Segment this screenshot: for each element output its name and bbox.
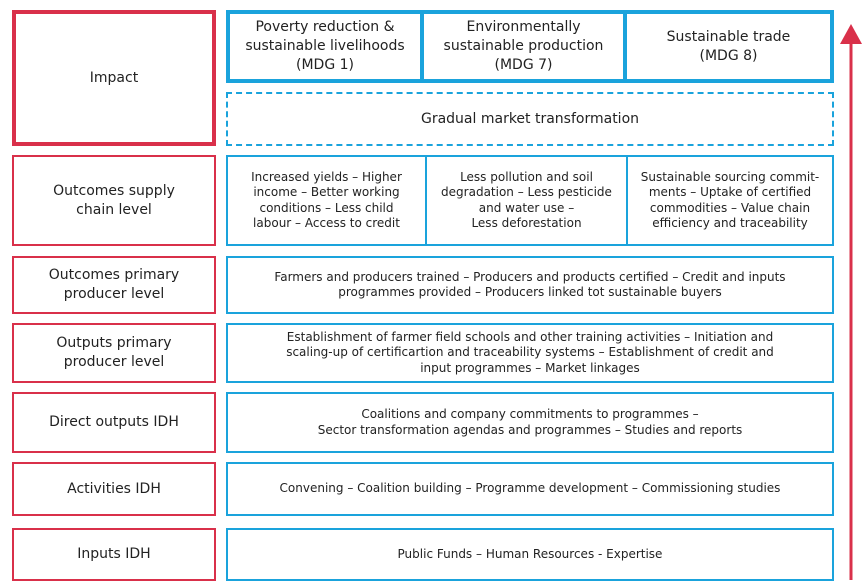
text-line: sustainable production bbox=[443, 38, 604, 54]
text-line: producer level bbox=[63, 286, 165, 302]
level-cell: Establishment of farmer field schools an… bbox=[226, 323, 834, 383]
transformation-box: Gradual market transformation bbox=[226, 92, 834, 146]
level-cell: Farmers and producers trained – Producer… bbox=[226, 256, 834, 314]
text-line: Environmentally bbox=[466, 19, 581, 35]
text-line: Outputs primary bbox=[56, 335, 172, 351]
text-line: Outcomes primary bbox=[48, 267, 180, 283]
text-line: Poverty reduction & bbox=[255, 19, 395, 35]
text-line: Gradual market transformation bbox=[420, 111, 640, 127]
text-line: (MDG 1) bbox=[296, 57, 354, 73]
level-cell: Convening – Coalition building – Program… bbox=[226, 462, 834, 516]
level-label: Activities IDH bbox=[12, 462, 216, 516]
text-line: Public Funds – Human Resources - Experti… bbox=[397, 546, 663, 561]
level-cell: Public Funds – Human Resources - Experti… bbox=[226, 528, 834, 581]
text-line: Outcomes supply bbox=[53, 182, 175, 199]
level-label: Outputs primary producer level bbox=[12, 323, 216, 383]
text-line: income – Better working bbox=[253, 185, 400, 199]
text-line: Establishment of farmer field schools an… bbox=[286, 329, 774, 344]
goal-box: Sustainable trade (MDG 8) bbox=[623, 10, 834, 83]
text-line: sustainable livelihoods bbox=[245, 38, 405, 54]
text-line: producer level bbox=[63, 354, 165, 370]
text-line: labour – Access to credit bbox=[253, 216, 400, 230]
text-line: Sustainable trade bbox=[666, 28, 791, 45]
text-line: Less deforestation bbox=[471, 216, 582, 230]
level-cell: Increased yields – Higher income – Better… bbox=[226, 155, 427, 246]
impact-label: Impact bbox=[12, 10, 216, 146]
goal-box: Environmentally sustainable production (MD… bbox=[420, 10, 627, 83]
text-line: Increased yields – Higher bbox=[251, 169, 402, 184]
text-line: and water use – bbox=[478, 200, 575, 215]
text-line: scaling-up of certificartion and traceab… bbox=[286, 345, 774, 360]
text-line: (MDG 7) bbox=[494, 57, 553, 73]
text-line: Coalitions and company commitments to pr… bbox=[361, 407, 699, 421]
level-cell: Coalitions and company commitments to pr… bbox=[226, 392, 834, 453]
text-line: Inputs IDH bbox=[77, 546, 151, 562]
text-line: (MDG 8) bbox=[699, 47, 758, 64]
text-line: Less pollution and soil bbox=[460, 169, 593, 184]
arrow-head bbox=[840, 24, 862, 44]
text-line: programmes provided – Producers linked t… bbox=[338, 285, 722, 299]
text-line: Direct outputs IDH bbox=[49, 414, 179, 430]
level-cell: Sustainable sourcing commit-ments – Upta… bbox=[626, 155, 834, 246]
text-line: ments – Uptake of certified bbox=[648, 185, 812, 199]
level-label: Outcomes supply chain level bbox=[12, 155, 216, 246]
text-line: commodities – Value chain bbox=[649, 200, 811, 215]
text-line: Activities IDH bbox=[67, 480, 161, 497]
text-line: input programmes – Market linkages bbox=[420, 360, 640, 375]
text-line: conditions – Less child bbox=[259, 200, 394, 215]
text-line: Impact bbox=[89, 69, 139, 86]
goal-box: Poverty reduction & sustainable livelihoo… bbox=[226, 10, 424, 83]
level-label: Outcomes primary producer level bbox=[12, 256, 216, 314]
text-line: degradation – Less pesticide bbox=[441, 185, 612, 199]
text-line: Sector transformation agendas and progra… bbox=[317, 422, 743, 437]
text-line: Convening – Coalition building – Program… bbox=[279, 481, 781, 496]
level-cell: Less pollution and soil degradation – Les… bbox=[425, 155, 628, 246]
text-line: Farmers and producers trained – Producer… bbox=[274, 269, 786, 284]
text-line: efficiency and traceability bbox=[652, 216, 808, 230]
text-line: Sustainable sourcing commit- bbox=[640, 169, 820, 184]
level-label: Inputs IDH bbox=[12, 528, 216, 581]
text-line: chain level bbox=[76, 201, 152, 218]
level-label: Direct outputs IDH bbox=[12, 392, 216, 453]
